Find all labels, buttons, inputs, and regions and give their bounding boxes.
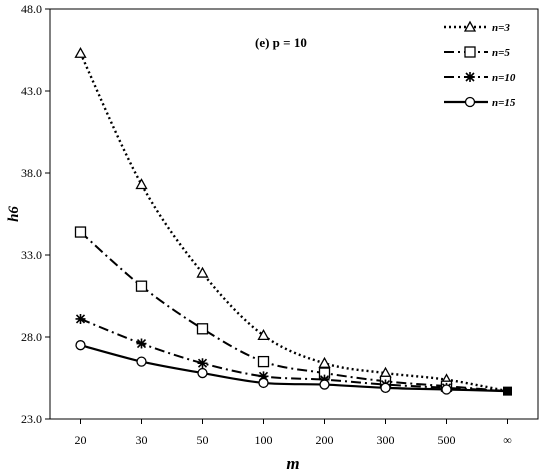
- x-tick-label: 300: [377, 433, 395, 447]
- x-axis-title: m: [286, 454, 299, 473]
- series-line: [79, 52, 508, 393]
- plot-frame: [49, 8, 539, 420]
- data-point: [441, 384, 452, 395]
- data-point: [257, 329, 270, 341]
- legend-label: n=3: [492, 22, 510, 34]
- x-tick-label: 100: [255, 433, 273, 447]
- legend-marker: [464, 96, 476, 108]
- data-point: [196, 266, 209, 278]
- data-point: [197, 367, 208, 379]
- data-point: [135, 280, 148, 292]
- legend-label: n=10: [492, 72, 516, 84]
- data-point: [197, 358, 208, 369]
- x-tick-label: ∞: [503, 433, 512, 447]
- y-tick-label: 28.0: [21, 330, 42, 344]
- legend-marker: [465, 72, 475, 82]
- x-tick-label: 500: [438, 433, 456, 447]
- data-point: [75, 340, 86, 351]
- y-tick-label: 43.0: [21, 84, 42, 98]
- series-n=15: [75, 340, 508, 395]
- data-point-limit: [503, 386, 512, 396]
- x-tick-label: 200: [316, 433, 334, 447]
- series-n=3: [74, 46, 508, 393]
- y-tick-label: 33.0: [21, 248, 42, 262]
- legend-marker: [464, 46, 476, 58]
- data-point: [75, 313, 86, 324]
- legend-marker: [463, 20, 477, 32]
- data-point: [136, 356, 147, 367]
- data-point: [318, 356, 331, 368]
- x-tick-label: 30: [136, 433, 148, 447]
- data-point: [258, 371, 269, 382]
- legend: n=3 n=5 n=10 n=15: [444, 20, 516, 109]
- y-tick-label: 23.0: [21, 412, 42, 426]
- data-point: [380, 382, 391, 393]
- legend-label: n=15: [492, 97, 516, 109]
- y-tick-label: 48.0: [21, 2, 42, 16]
- series-layer: [74, 46, 512, 396]
- data-point: [74, 226, 87, 238]
- data-point: [319, 379, 330, 390]
- chart-annotation: (e) p = 10: [255, 35, 307, 50]
- y-axis-title: h6: [6, 206, 22, 222]
- data-point: [135, 178, 148, 190]
- data-point: [258, 377, 269, 389]
- data-point: [136, 338, 147, 349]
- y-axis: 23.0 28.0 33.0 38.0 43.0 48.0: [21, 2, 50, 426]
- x-axis: 20 30 50 100 200 300 500 ∞: [75, 419, 512, 447]
- y-tick-label: 38.0: [21, 166, 42, 180]
- data-point: [74, 46, 87, 58]
- data-point: [257, 355, 270, 368]
- data-point: [196, 323, 209, 335]
- legend-label: n=5: [492, 47, 510, 59]
- x-tick-label: 50: [197, 433, 209, 447]
- series-line: [79, 231, 508, 393]
- x-tick-label: 20: [75, 433, 87, 447]
